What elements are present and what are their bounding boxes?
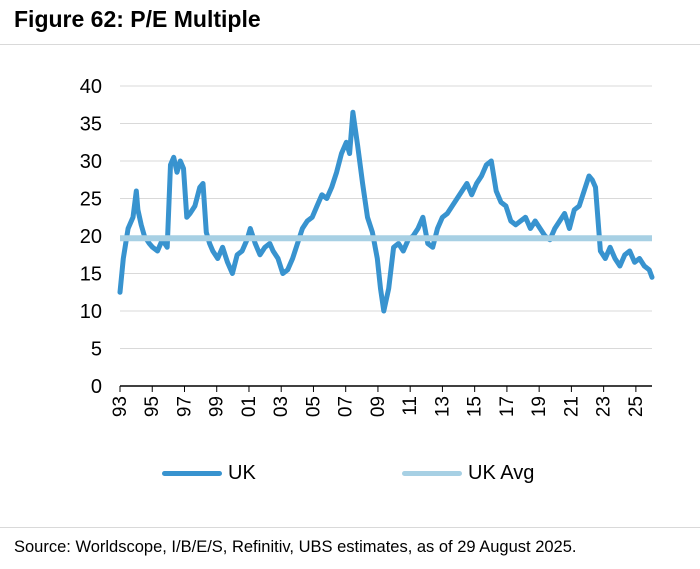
x-tick-label-95: 95	[142, 396, 163, 417]
legend-label-uk-avg: UK Avg	[468, 462, 535, 484]
x-tick-label-13: 13	[432, 396, 453, 417]
x-tick-label-21: 21	[561, 396, 582, 417]
figure-title: Figure 62: P/E Multiple	[14, 6, 261, 32]
y-tick-label-40: 40	[80, 76, 102, 98]
x-tick-label-19: 19	[529, 396, 550, 417]
legend-item-uk-avg: UK Avg	[402, 462, 534, 485]
series-layer	[117, 109, 655, 314]
x-tick-label-11: 11	[400, 396, 421, 416]
title-divider	[0, 44, 700, 45]
x-tick-label-97: 97	[174, 396, 195, 417]
y-tick-label-10: 10	[80, 301, 102, 323]
x-axis-ticks: 93 95 97 99 01 03 05 07 09 11 13 15 17 19 21 23 25	[110, 386, 647, 417]
legend-label-uk: UK	[228, 462, 256, 484]
legend-swatch-uk	[162, 471, 222, 476]
y-tick-label-5: 5	[91, 339, 102, 361]
y-tick-label-25: 25	[80, 189, 102, 211]
x-tick-label-01: 01	[239, 396, 260, 417]
series-line-uk	[117, 109, 655, 314]
x-tick-label-93: 93	[110, 396, 131, 417]
x-tick-label-07: 07	[336, 396, 357, 417]
y-tick-label-0: 0	[91, 376, 102, 398]
x-tick-label-17: 17	[497, 396, 518, 417]
legend: UK UK Avg	[0, 462, 700, 498]
y-tick-label-30: 30	[80, 151, 102, 173]
x-tick-label-09: 09	[368, 396, 389, 417]
y-axis-ticks: 0 5 10 15 20 25 30 35 40	[80, 76, 102, 398]
legend-swatch-uk-avg	[402, 471, 462, 476]
y-tick-label-15: 15	[80, 264, 102, 286]
x-tick-label-05: 05	[303, 396, 324, 417]
x-tick-label-15: 15	[465, 396, 486, 417]
x-tick-label-23: 23	[594, 396, 615, 417]
source-note: Source: Worldscope, I/B/E/S, Refinitiv, …	[14, 538, 577, 556]
x-tick-label-25: 25	[626, 396, 647, 417]
x-tick-label-03: 03	[271, 396, 292, 417]
x-tick-label-99: 99	[207, 396, 228, 417]
legend-item-uk: UK	[162, 462, 256, 485]
y-tick-label-35: 35	[80, 114, 102, 136]
source-divider	[0, 527, 700, 528]
y-tick-label-20: 20	[80, 226, 102, 248]
